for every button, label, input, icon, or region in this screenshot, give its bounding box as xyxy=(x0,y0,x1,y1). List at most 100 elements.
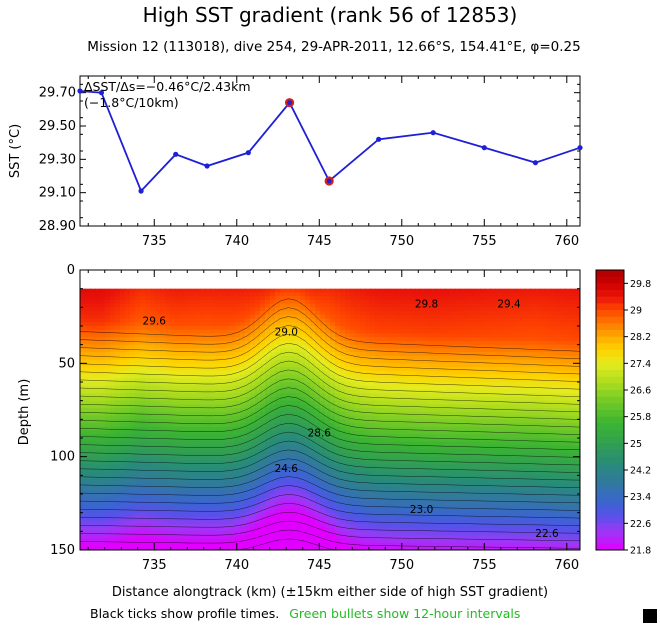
section-cell xyxy=(305,479,311,484)
section-cell xyxy=(415,322,421,327)
section-cell xyxy=(170,520,176,525)
section-cell xyxy=(310,333,316,338)
section-cell xyxy=(380,434,386,439)
section-cell xyxy=(380,430,386,435)
section-cell xyxy=(100,374,106,379)
section-cell xyxy=(210,482,216,488)
section-cell xyxy=(175,359,181,364)
section-cell xyxy=(80,382,86,387)
section-cell xyxy=(360,348,366,353)
section-cell xyxy=(420,378,426,383)
section-cell xyxy=(135,535,141,540)
section-cell xyxy=(125,359,131,364)
section-cell xyxy=(230,378,236,383)
section-cell xyxy=(320,367,326,372)
section-cell xyxy=(160,359,166,364)
section-cell xyxy=(105,501,111,506)
section-cell xyxy=(160,538,166,544)
section-cell xyxy=(340,452,346,458)
section-cell xyxy=(185,311,191,316)
section-cell xyxy=(225,423,231,428)
section-cell xyxy=(95,344,101,349)
section-cell xyxy=(365,501,371,506)
section-cell xyxy=(355,471,361,476)
section-cell xyxy=(380,527,386,532)
section-cell xyxy=(300,464,306,469)
section-cell xyxy=(305,520,311,525)
section-cell xyxy=(375,430,381,435)
section-cell xyxy=(85,490,91,495)
section-cell xyxy=(195,299,201,305)
sst-ytick-label: 29.30 xyxy=(39,152,76,167)
section-cell xyxy=(415,494,421,499)
section-cell xyxy=(400,452,406,458)
section-cell xyxy=(220,370,226,376)
section-cell xyxy=(90,497,96,503)
section-cell xyxy=(370,411,376,417)
section-cell xyxy=(230,352,236,357)
section-cell xyxy=(400,348,406,353)
section-cell xyxy=(365,359,371,364)
section-cell xyxy=(110,512,116,517)
section-cell xyxy=(185,329,191,335)
section-cell xyxy=(345,471,351,476)
section-cell xyxy=(115,538,121,544)
section-cell xyxy=(380,452,386,458)
section-cell xyxy=(205,415,211,420)
section-cell xyxy=(330,318,336,323)
section-cell xyxy=(205,314,211,320)
section-cell xyxy=(300,296,306,301)
section-cell xyxy=(295,460,301,465)
section-cell xyxy=(175,367,181,372)
section-cell xyxy=(315,322,321,327)
section-cell xyxy=(175,456,181,461)
section-cell xyxy=(235,333,241,338)
section-cell xyxy=(160,426,166,432)
section-cell xyxy=(100,538,106,544)
section-cell xyxy=(295,370,301,376)
section-cell xyxy=(95,307,101,312)
section-cell xyxy=(110,411,116,417)
section-cell xyxy=(255,542,261,547)
section-cell xyxy=(270,486,276,491)
section-cell xyxy=(110,340,116,346)
section-cell xyxy=(365,497,371,503)
section-cell xyxy=(275,508,281,514)
section-cell xyxy=(295,438,301,443)
section-cell xyxy=(235,355,241,361)
section-cell xyxy=(420,337,426,342)
section-cell xyxy=(285,467,291,473)
section-cell xyxy=(110,389,116,394)
section-cell xyxy=(325,430,331,435)
section-cell xyxy=(190,449,196,454)
section-cell xyxy=(390,523,396,529)
section-cell xyxy=(205,423,211,428)
section-cell xyxy=(195,359,201,364)
section-cell xyxy=(85,411,91,417)
section-cell xyxy=(245,471,251,476)
section-cell xyxy=(205,318,211,323)
section-cell xyxy=(405,426,411,432)
section-cell xyxy=(145,352,151,357)
section-cell xyxy=(370,382,376,387)
section-cell xyxy=(185,467,191,473)
section-cell xyxy=(125,475,131,480)
section-cell xyxy=(365,340,371,346)
section-cell xyxy=(110,288,116,293)
section-cell xyxy=(185,374,191,379)
section-cell xyxy=(210,374,216,379)
section-cell xyxy=(210,370,216,376)
section-cell xyxy=(355,452,361,458)
section-cell xyxy=(250,408,256,413)
section-cell xyxy=(135,363,141,368)
section-cell xyxy=(250,430,256,435)
section-cell xyxy=(280,408,286,413)
section-cell xyxy=(170,482,176,488)
section-cell xyxy=(310,527,316,532)
section-cell xyxy=(80,396,86,402)
section-cell xyxy=(275,382,281,387)
section-cell xyxy=(155,497,161,503)
section-cell xyxy=(400,382,406,387)
section-cell xyxy=(185,348,191,353)
section-cell xyxy=(260,482,266,488)
